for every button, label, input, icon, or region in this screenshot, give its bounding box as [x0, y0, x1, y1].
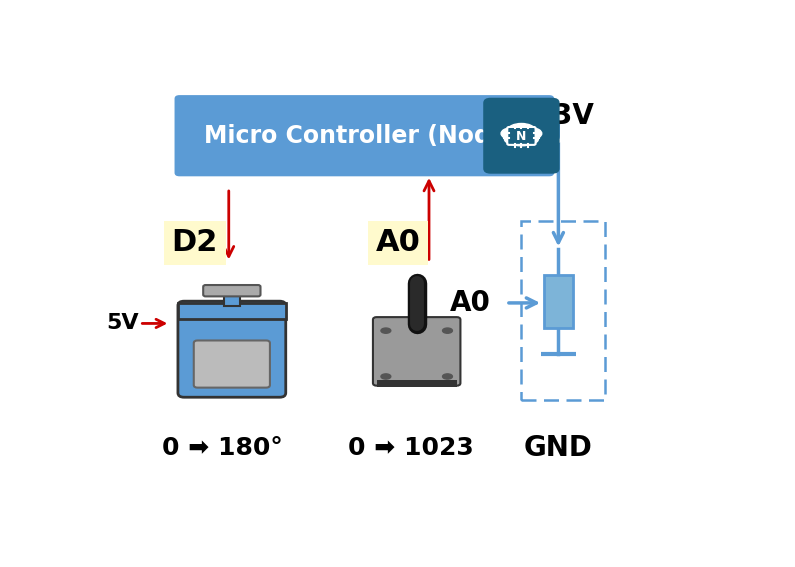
Bar — [377, 380, 457, 387]
Text: 3.3V: 3.3V — [523, 102, 594, 130]
Ellipse shape — [505, 133, 538, 146]
Ellipse shape — [501, 128, 520, 139]
FancyBboxPatch shape — [373, 317, 460, 386]
FancyBboxPatch shape — [507, 127, 536, 145]
FancyBboxPatch shape — [194, 340, 270, 388]
Text: A0: A0 — [376, 228, 421, 257]
Ellipse shape — [443, 374, 452, 379]
Bar — [178, 303, 285, 319]
Text: A0: A0 — [450, 289, 491, 317]
Text: Micro Controller (NodeMCU): Micro Controller (NodeMCU) — [204, 124, 577, 148]
Ellipse shape — [507, 124, 535, 137]
Ellipse shape — [443, 328, 452, 333]
Bar — [224, 295, 239, 306]
Ellipse shape — [381, 374, 391, 379]
Bar — [544, 276, 573, 328]
Ellipse shape — [523, 128, 541, 139]
Text: D2: D2 — [172, 228, 218, 257]
Text: 5V: 5V — [107, 314, 139, 333]
Ellipse shape — [381, 328, 391, 333]
FancyBboxPatch shape — [175, 95, 554, 176]
FancyBboxPatch shape — [483, 98, 560, 174]
FancyBboxPatch shape — [178, 301, 285, 397]
Text: GND: GND — [524, 434, 593, 462]
Text: 0 ➡ 180°: 0 ➡ 180° — [162, 436, 283, 460]
Text: 0 ➡ 1023: 0 ➡ 1023 — [347, 436, 473, 460]
FancyBboxPatch shape — [204, 285, 261, 297]
Bar — [522, 221, 604, 400]
Text: N: N — [516, 130, 526, 143]
